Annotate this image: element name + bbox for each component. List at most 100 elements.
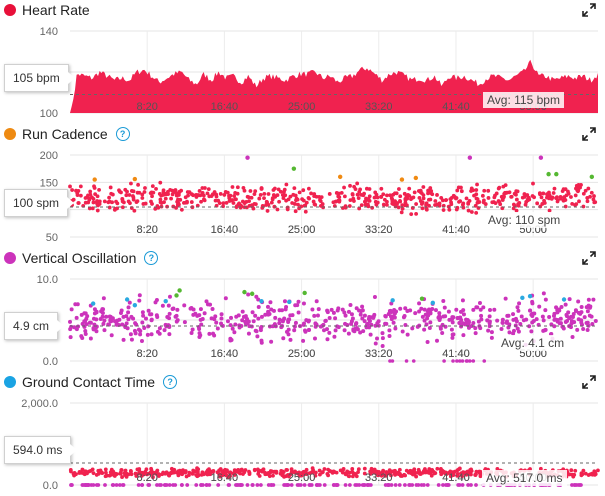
cadence-point [566,189,570,194]
oscillation-point [286,327,291,332]
cadence-point [273,195,278,199]
oscillation-point [307,327,312,332]
oscillation-point [360,304,365,309]
oscillation-point [521,318,526,323]
cadence-point [202,198,207,203]
cadence-point [547,208,552,213]
y-tick-label: 100 [40,108,58,120]
cadence-point [221,201,226,206]
oscillation-point [579,305,584,310]
oscillation-point [442,305,447,310]
cadence-point [262,196,266,201]
oscillation-point [593,318,598,323]
cadence-point [129,181,133,186]
oscillation-point [342,328,347,333]
cadence-point [454,207,459,212]
oscillation-point [94,329,99,334]
expand-icon[interactable] [582,251,596,265]
cadence-point [135,199,140,204]
cadence-point [420,202,424,206]
expand-icon[interactable] [582,375,596,389]
oscillation-point [487,324,492,329]
cadence-point [281,196,286,201]
oscillation-point [558,316,563,321]
oscillation-point [582,315,587,320]
ground-contact-point [103,483,107,487]
ground-contact-point [194,483,199,487]
ground-contact-point [122,471,127,475]
oscillation-point [243,314,248,319]
cadence-point [461,205,466,210]
oscillation-point [346,331,351,336]
oscillation-point [360,316,365,321]
cadence-point [385,202,389,207]
cadence-point [311,199,316,204]
oscillation-point [585,309,590,314]
oscillation-point [153,300,158,305]
x-tick-label-overlay: 16:40 [211,348,239,360]
ground-contact-point [483,467,488,471]
ground-contact-point [430,467,435,472]
expand-icon[interactable] [582,3,596,17]
cadence-point [480,193,485,198]
oscillation-point [441,299,446,304]
oscillation-point [449,327,454,332]
cadence-point [253,189,258,194]
cadence-point [539,195,544,200]
oscillation-point [460,359,465,363]
cadence-point [292,186,297,191]
cadence-point [424,206,429,211]
oscillation-point [84,322,89,327]
ground-contact-point [205,472,210,477]
ground-contact-point [465,469,470,474]
outlier-point [337,174,343,180]
cadence-point [285,207,290,212]
help-icon[interactable]: ? [144,251,159,265]
help-icon[interactable]: ? [163,375,178,389]
oscillation-point [376,319,381,324]
oscillation-point [149,318,154,323]
cadence-point [398,194,403,199]
cadence-point [70,188,75,192]
oscillation-point [342,310,347,315]
oscillation-point [333,328,338,333]
ground-contact-point [84,483,89,487]
oscillation-point [372,312,377,317]
oscillation-point [280,319,285,324]
outlier-point [430,300,436,305]
ground-contact-point [569,468,574,473]
ground-contact-point [456,483,461,487]
oscillation-point [437,314,442,319]
oscillation-point [437,311,442,316]
cadence-point [109,200,114,205]
cadence-point [223,189,228,194]
ground-contact-point [426,470,431,475]
cadence-point [203,186,207,190]
outlier-point [92,177,97,182]
ground-contact-point [362,466,367,471]
ground-contact-point [350,474,355,479]
oscillation-point [171,306,176,311]
oscillation-point [258,328,263,333]
oscillation-point [271,308,276,313]
outlier-point [245,155,250,160]
ground-contact-point [103,474,108,479]
cadence-point [559,196,563,201]
oscillation-point [371,315,376,320]
ground-contact-point [385,483,390,487]
cadence-point [355,192,360,197]
ground-contact-point [258,483,263,487]
ground-contact-point [245,483,250,487]
oscillation-point [157,331,162,336]
cadence-point [585,195,590,200]
oscillation-point [388,308,393,313]
cadence-point [266,192,271,196]
cadence-point [394,191,399,196]
help-icon[interactable]: ? [115,127,130,141]
expand-icon[interactable] [582,127,596,141]
ground-contact-point [572,472,577,477]
cadence-point [405,203,409,208]
ground-contact-point [391,469,396,474]
cadence-point [189,192,194,197]
ground-contact-point [149,466,154,471]
